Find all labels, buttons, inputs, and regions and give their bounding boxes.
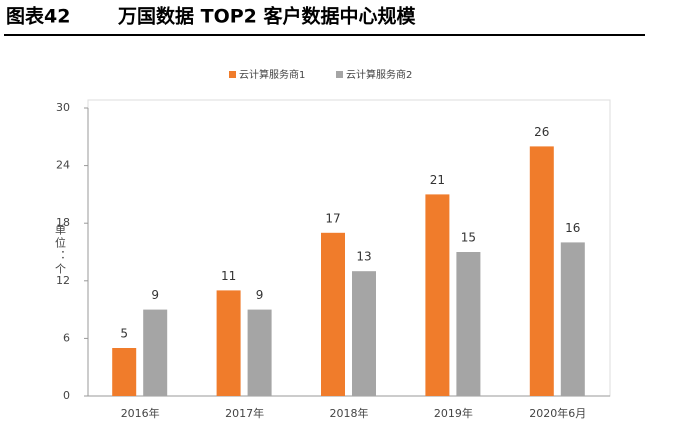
- x-tick-label: 2017年: [225, 406, 264, 420]
- chart-title: 万国数据 TOP2 客户数据中心规模: [117, 5, 416, 28]
- data-label: 5: [120, 327, 128, 341]
- bar: [321, 232, 345, 396]
- data-label: 11: [221, 269, 236, 283]
- data-label: 26: [534, 125, 549, 139]
- y-tick-label: 30: [56, 101, 70, 114]
- legend-label: 云计算服务商2: [346, 68, 412, 81]
- bar: [352, 271, 376, 396]
- x-tick-label: 2019年: [434, 406, 473, 420]
- x-tick-label: 2020年6月: [529, 406, 586, 420]
- data-label: 9: [256, 288, 264, 302]
- y-tick-label: 6: [63, 331, 70, 344]
- bar: [247, 309, 272, 396]
- legend-swatch: [229, 71, 236, 78]
- bar: [112, 348, 137, 396]
- bar: [143, 309, 168, 396]
- bar: [216, 290, 241, 396]
- data-label: 17: [325, 211, 340, 225]
- data-label: 13: [356, 250, 371, 264]
- data-label: 21: [430, 173, 445, 187]
- y-axis-label: 单位：个: [54, 224, 67, 276]
- data-label: 16: [565, 221, 580, 235]
- legend-label: 云计算服务商1: [239, 68, 305, 81]
- y-tick-label: 18: [56, 216, 70, 229]
- y-tick-label: 0: [63, 389, 70, 402]
- data-label: 9: [151, 288, 159, 302]
- bar: [560, 242, 585, 396]
- bar: [529, 146, 554, 396]
- y-tick-label: 24: [56, 159, 70, 172]
- legend-swatch: [336, 71, 343, 78]
- bar: [425, 194, 450, 396]
- x-tick-label: 2018年: [330, 406, 369, 420]
- y-tick-label: 12: [56, 274, 70, 287]
- data-label: 15: [461, 231, 476, 245]
- x-tick-label: 2016年: [121, 406, 160, 420]
- figure-label: 图表42: [6, 5, 70, 28]
- bar: [456, 252, 481, 396]
